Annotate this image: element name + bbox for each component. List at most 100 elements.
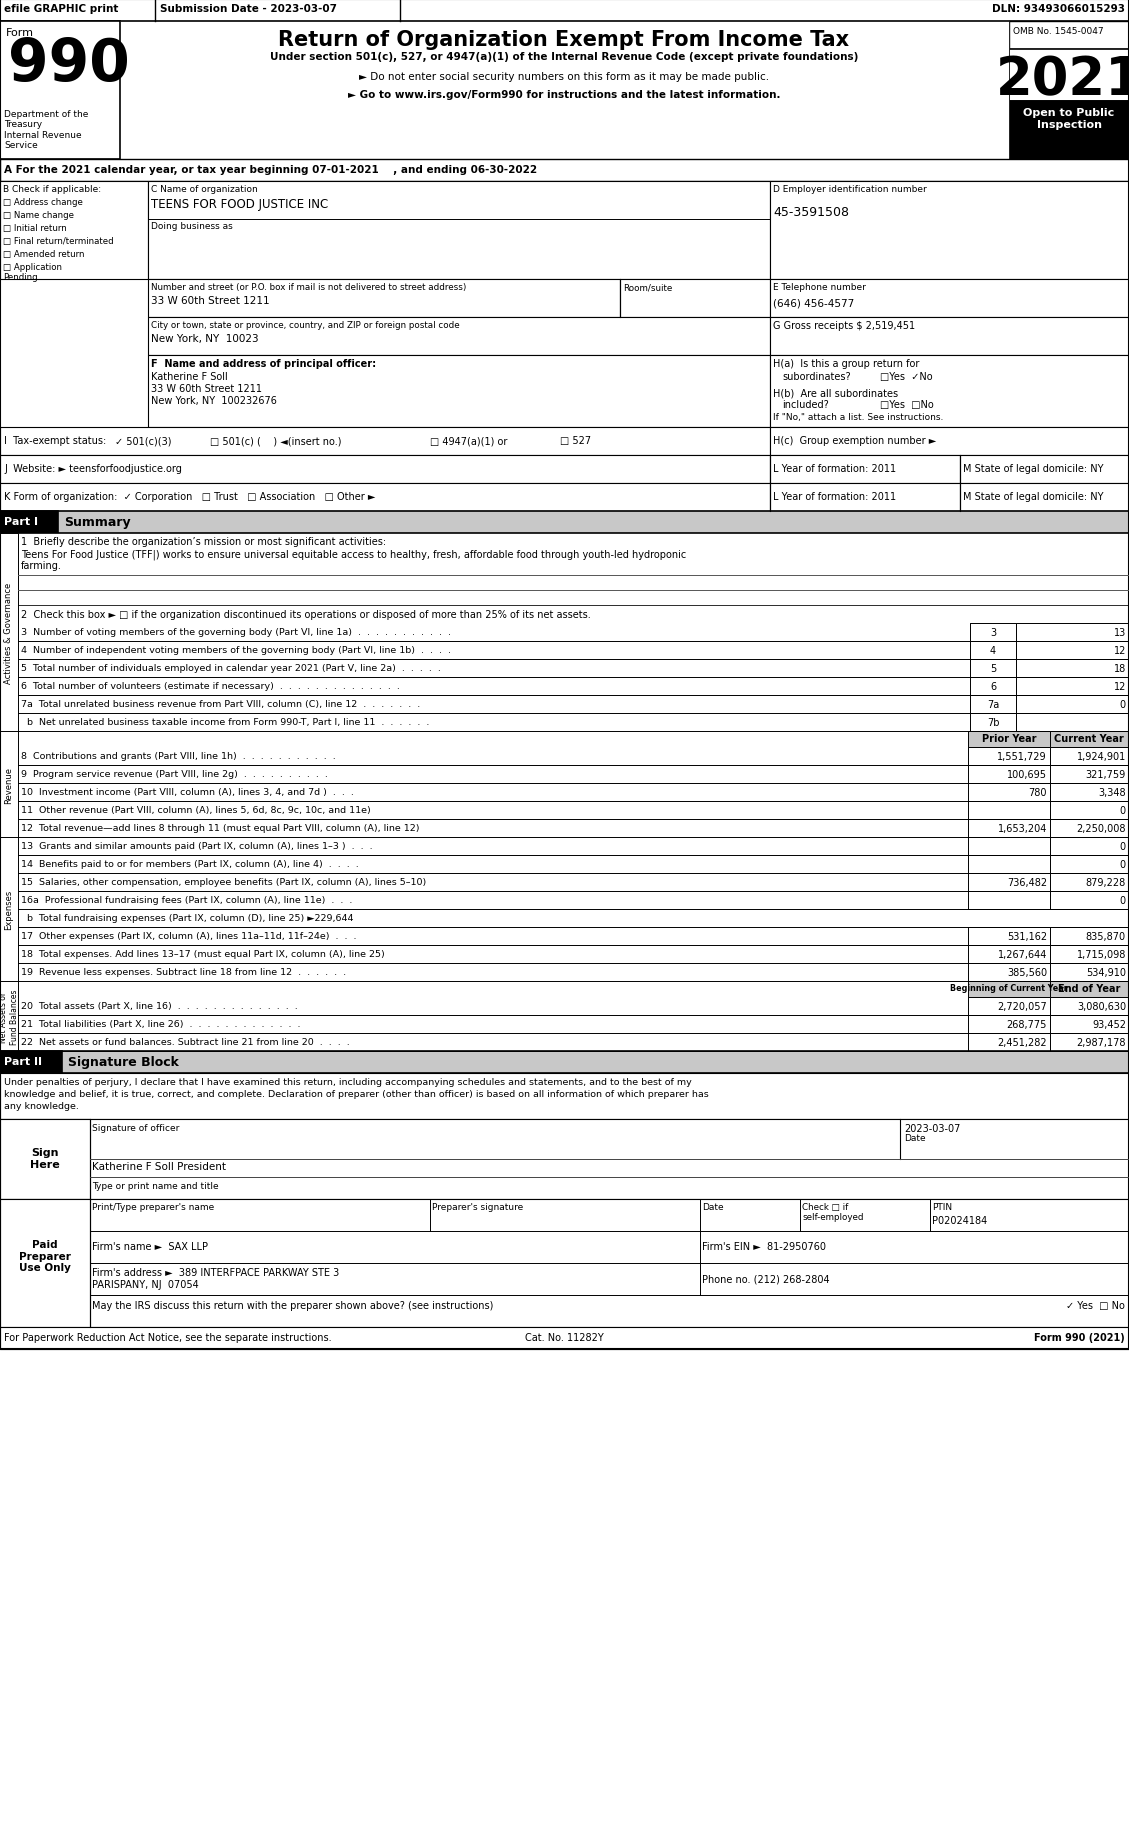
Bar [770,280,1129,318]
Bar [1050,981,1129,997]
Text: 20  Total assets (Part X, line 16)  .  .  .  .  .  .  .  .  .  .  .  .  .  .: 20 Total assets (Part X, line 16) . . . … [21,1001,298,1010]
Text: 19  Revenue less expenses. Subtract line 18 from line 12  .  .  .  .  .  .: 19 Revenue less expenses. Subtract line … [21,968,347,977]
Text: 1,267,644: 1,267,644 [998,950,1047,959]
Text: 15  Salaries, other compensation, employee benefits (Part IX, column (A), lines : 15 Salaries, other compensation, employe… [21,878,427,886]
Text: 2,250,008: 2,250,008 [1076,824,1126,833]
Text: 879,228: 879,228 [1086,878,1126,888]
Text: 4: 4 [990,646,996,655]
Bar [970,695,1016,714]
Bar [148,280,620,318]
Bar [148,181,770,280]
Bar [0,1120,1129,1199]
Text: 6  Total number of volunteers (estimate if necessary)  .  .  .  .  .  .  .  .  .: 6 Total number of volunteers (estimate i… [21,681,400,690]
Bar [0,1074,1129,1120]
Text: For Paperwork Reduction Act Notice, see the separate instructions.: For Paperwork Reduction Act Notice, see … [5,1332,332,1341]
Text: Department of the
Treasury
Internal Revenue
Service: Department of the Treasury Internal Reve… [5,110,88,150]
Bar [620,280,770,318]
Bar [0,0,1129,22]
Text: 21  Total liabilities (Part X, line 26)  .  .  .  .  .  .  .  .  .  .  .  .  .: 21 Total liabilities (Part X, line 26) .… [21,1019,300,1028]
Bar [18,732,968,748]
Text: Under section 501(c), 527, or 4947(a)(1) of the Internal Revenue Code (except pr: Under section 501(c), 527, or 4947(a)(1)… [270,51,858,62]
Text: (646) 456-4577: (646) 456-4577 [773,298,855,307]
Bar [0,981,18,1052]
Bar [1050,997,1129,1016]
Text: 268,775: 268,775 [1007,1019,1047,1030]
Text: Type or print name and title: Type or print name and title [91,1182,219,1190]
Text: 3  Number of voting members of the governing body (Part VI, line 1a)  .  .  .  .: 3 Number of voting members of the govern… [21,628,450,637]
Text: 12  Total revenue—add lines 8 through 11 (must equal Part VIII, column (A), line: 12 Total revenue—add lines 8 through 11 … [21,824,420,833]
Bar [0,159,1129,181]
Text: □ 4947(a)(1) or: □ 4947(a)(1) or [430,436,507,447]
Text: Form: Form [6,27,34,38]
Text: 0: 0 [1120,895,1126,906]
Text: Firm's EIN ►  81-2950760: Firm's EIN ► 81-2950760 [702,1241,826,1252]
Bar [1050,765,1129,783]
Text: Preparer's signature: Preparer's signature [432,1202,523,1211]
Bar [770,428,1129,456]
Text: Submission Date - 2023-03-07: Submission Date - 2023-03-07 [160,4,336,15]
Text: 1,551,729: 1,551,729 [997,752,1047,761]
Text: 1  Briefly describe the organization’s mission or most significant activities:: 1 Briefly describe the organization’s mi… [21,536,386,547]
Bar [968,748,1050,765]
Bar [968,765,1050,783]
Bar [968,1034,1050,1052]
Bar [1009,49,1129,102]
Bar [18,838,968,856]
Bar [968,891,1050,910]
Text: DLN: 93493066015293: DLN: 93493066015293 [992,4,1124,15]
Text: J  Website: ► teensforfoodjustice.org: J Website: ► teensforfoodjustice.org [5,463,182,474]
Text: 2  Check this box ► □ if the organization discontinued its operations or dispose: 2 Check this box ► □ if the organization… [21,609,590,620]
Text: 5: 5 [990,664,996,673]
Bar [1050,873,1129,891]
Text: 736,482: 736,482 [1007,878,1047,888]
Text: 990: 990 [8,37,130,93]
Text: Phone no. (212) 268-2804: Phone no. (212) 268-2804 [702,1274,830,1283]
Bar [18,765,968,783]
Bar [18,783,968,802]
Bar [968,946,1050,963]
Text: P02024184: P02024184 [933,1215,987,1226]
Text: □ Application
Pending: □ Application Pending [3,264,62,282]
Bar [18,802,968,820]
Text: 14  Benefits paid to or for members (Part IX, column (A), line 4)  .  .  .  .: 14 Benefits paid to or for members (Part… [21,860,359,869]
Text: 3,348: 3,348 [1099,787,1126,798]
Bar [18,820,968,838]
Bar [0,1327,1129,1349]
Bar [0,428,770,456]
Bar [1050,748,1129,765]
Text: B Check if applicable:: B Check if applicable: [3,185,102,194]
Bar [970,677,1016,695]
Bar [968,820,1050,838]
Text: □ 527: □ 527 [560,436,592,447]
Text: Part I: Part I [5,516,38,527]
Text: L Year of formation: 2011: L Year of formation: 2011 [773,492,896,501]
Text: Cat. No. 11282Y: Cat. No. 11282Y [525,1332,603,1341]
Text: 0: 0 [1120,860,1126,869]
Bar [960,483,1129,512]
Text: 7a: 7a [987,699,999,710]
Text: b  Net unrelated business taxable income from Form 990-T, Part I, line 11  .  . : b Net unrelated business taxable income … [21,717,429,727]
Bar [0,1199,1129,1327]
Bar [960,456,1129,483]
Text: Part II: Part II [5,1056,42,1067]
Bar [18,891,968,910]
Bar [770,456,960,483]
Bar [1050,783,1129,802]
Bar [0,1120,90,1199]
Text: Katherine F Soll President: Katherine F Soll President [91,1162,226,1171]
Text: 321,759: 321,759 [1086,770,1126,780]
Bar [18,997,968,1016]
Text: New York, NY  10023: New York, NY 10023 [151,333,259,344]
Bar [0,838,18,981]
Bar [968,783,1050,802]
Bar [0,181,148,280]
Text: Form 990 (2021): Form 990 (2021) [1034,1332,1124,1341]
Text: Return of Organization Exempt From Income Tax: Return of Organization Exempt From Incom… [279,29,849,49]
Text: 11  Other revenue (Part VIII, column (A), lines 5, 6d, 8c, 9c, 10c, and 11e): 11 Other revenue (Part VIII, column (A),… [21,805,370,814]
Text: City or town, state or province, country, and ZIP or foreign postal code: City or town, state or province, country… [151,320,460,329]
Text: 0: 0 [1120,805,1126,816]
Bar [18,534,1129,606]
Bar [0,22,120,159]
Text: M State of legal domicile: NY: M State of legal domicile: NY [963,463,1103,474]
Text: Teens For Food Justice (TFF|) works to ensure universal equitable access to heal: Teens For Food Justice (TFF|) works to e… [21,549,686,560]
